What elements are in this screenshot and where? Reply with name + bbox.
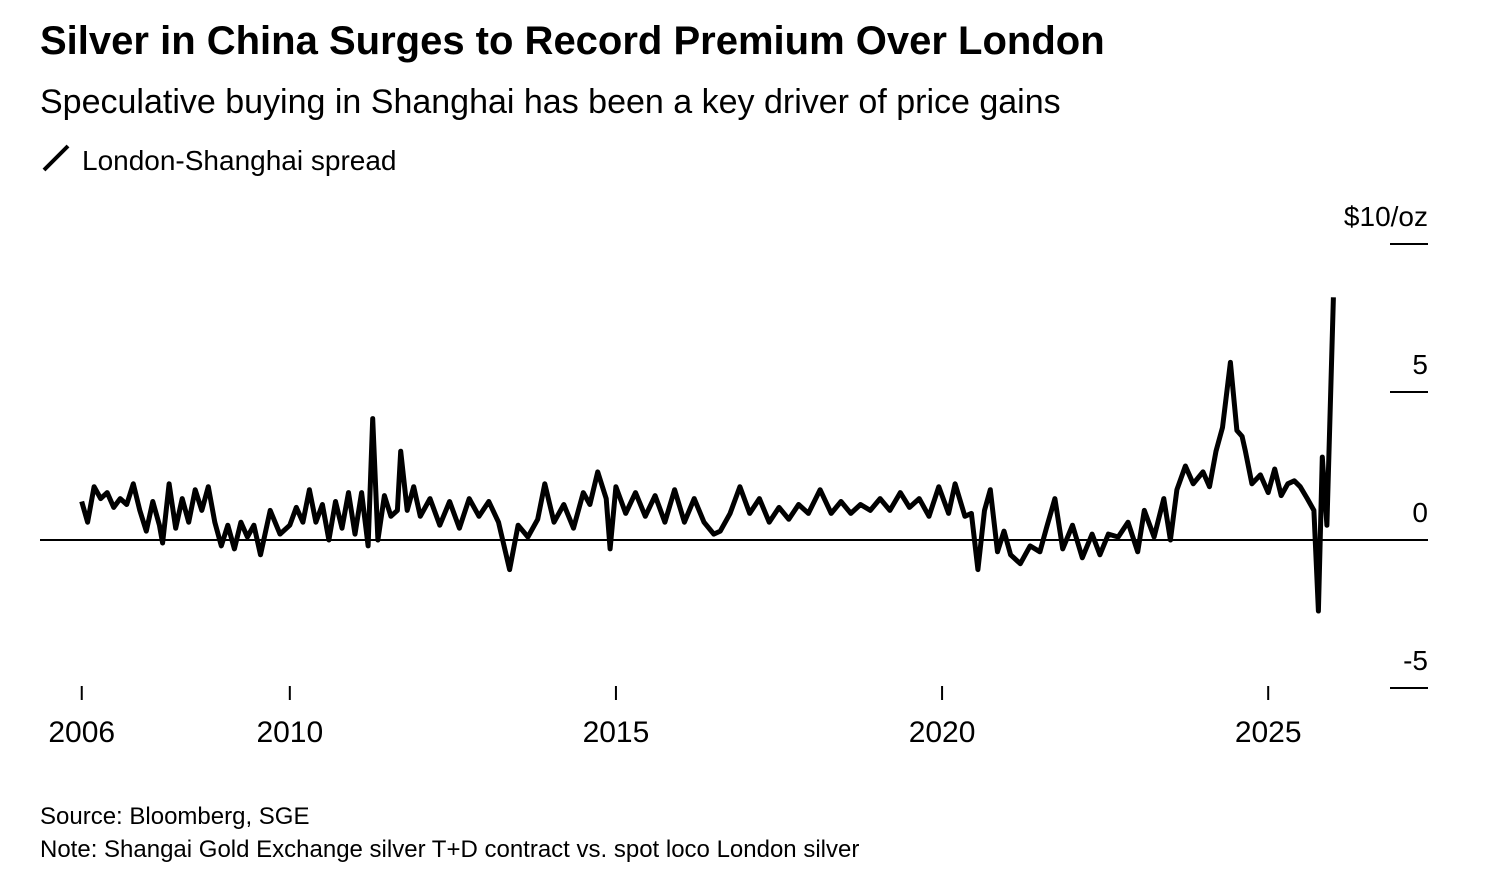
legend-label: London-Shanghai spread bbox=[82, 145, 396, 176]
data-line bbox=[79, 297, 1336, 614]
y-tick-label: -5 bbox=[1403, 645, 1428, 676]
y-tick-label: $10/oz bbox=[1344, 201, 1428, 232]
source: Source: Bloomberg, SGE bbox=[40, 803, 309, 830]
x-tick-label: 2006 bbox=[48, 716, 115, 749]
y-tick-label: 5 bbox=[1412, 349, 1428, 380]
note: Note: Shangai Gold Exchange silver T+D c… bbox=[40, 836, 859, 863]
legend-swatch bbox=[42, 144, 70, 172]
chart-title: Silver in China Surges to Record Premium… bbox=[40, 19, 1105, 63]
chart-subtitle: Speculative buying in Shanghai has been … bbox=[40, 83, 1061, 121]
x-tick-label: 2015 bbox=[583, 716, 650, 749]
x-tick-label: 2020 bbox=[909, 716, 976, 749]
x-tick-label: 2010 bbox=[256, 716, 323, 749]
y-tick-label: 0 bbox=[1412, 497, 1428, 528]
x-tick-label: 2025 bbox=[1235, 716, 1302, 749]
